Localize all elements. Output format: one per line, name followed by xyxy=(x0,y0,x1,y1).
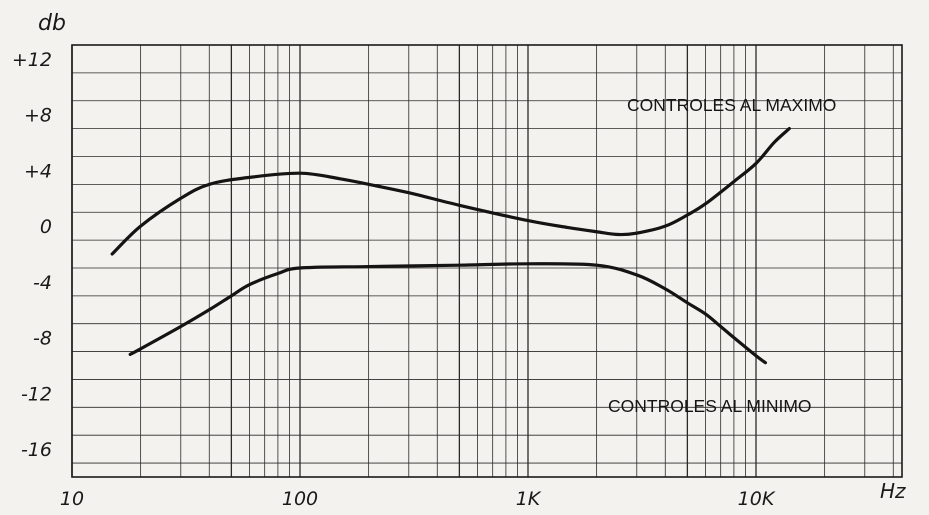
x-tick-label: 10 xyxy=(60,488,84,510)
annotation-controles-al-maximo: CONTROLES AL MAXIMO xyxy=(627,95,836,115)
x-tick-label: 1K xyxy=(516,488,542,510)
y-tick-label: -16 xyxy=(21,439,52,461)
y-tick-label: -4 xyxy=(33,272,52,294)
y-axis-label: db xyxy=(38,11,66,36)
annotation-controles-al-minimo: CONTROLES AL MINIMO xyxy=(608,396,812,416)
x-tick-label: 100 xyxy=(282,488,318,510)
y-tick-label: -8 xyxy=(33,328,52,350)
x-tick-labels: 10 100 1K 10K xyxy=(60,488,776,510)
y-tick-labels: +12 +8 +4 0 -4 -8 -12 -16 xyxy=(12,49,52,461)
series-line-minimo xyxy=(128,262,768,365)
y-tick-label: +8 xyxy=(24,105,52,127)
plot-frame xyxy=(71,44,903,478)
y-tick-label: +4 xyxy=(24,160,52,182)
y-tick-label: 0 xyxy=(40,216,52,238)
x-tick-label: 10K xyxy=(738,488,776,510)
y-tick-label: +12 xyxy=(12,49,52,71)
series-line-maximo xyxy=(110,127,791,256)
y-tick-label: -12 xyxy=(21,383,52,405)
series-layer xyxy=(110,127,791,365)
grid-major xyxy=(71,44,903,478)
x-axis-label: Hz xyxy=(880,479,906,503)
